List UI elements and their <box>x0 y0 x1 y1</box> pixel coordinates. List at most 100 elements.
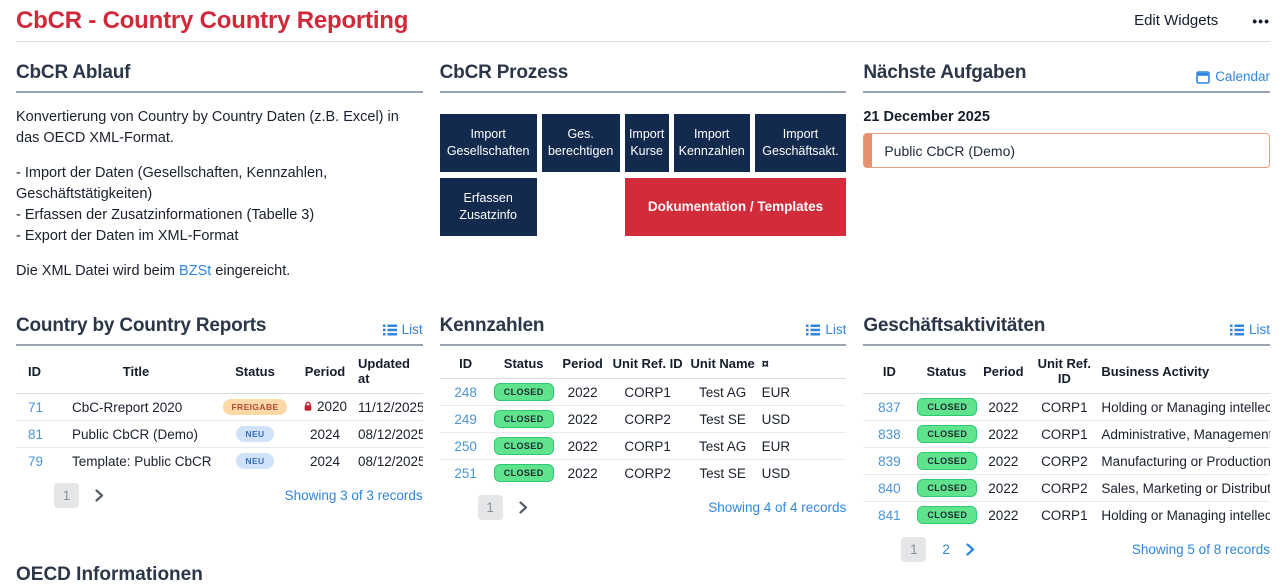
report-id-link[interactable]: 79 <box>28 453 44 469</box>
status-badge: CLOSED <box>493 437 554 455</box>
import-kennzahlen-button[interactable]: Import Kennzahlen <box>673 114 750 172</box>
table-row: 837 CLOSED 2022 CORP1 Holding or Managin… <box>863 393 1270 421</box>
status-badge: CLOSED <box>493 464 554 482</box>
aktivitaeten-table: ID Status Period Unit Ref. ID Business A… <box>863 348 1270 528</box>
table-row: 250 CLOSED 2022 CORP1 Test AG EUR <box>439 432 847 460</box>
table-row: 79 Template: Public CbCR NEU 2024 08/12/… <box>16 448 423 475</box>
table-row: 839 CLOSED 2022 CORP2 Manufacturing or P… <box>863 447 1270 475</box>
col-status: Status <box>491 348 556 379</box>
col-id: ID <box>439 348 492 379</box>
kennzahl-id-link[interactable]: 250 <box>454 438 477 454</box>
status-badge: CLOSED <box>493 383 554 401</box>
kennzahl-id-link[interactable]: 249 <box>454 411 477 427</box>
business-activity: Sales, Marketing or Distribution <box>1099 474 1270 502</box>
records-count: Showing 4 of 4 records <box>708 500 847 515</box>
status-badge: CLOSED <box>917 479 978 497</box>
card-naechste-aufgaben: Nächste Aufgaben Calendar 21 December 20… <box>863 62 1270 315</box>
records-count: Showing 5 of 8 records <box>1131 542 1270 557</box>
next-page-icon[interactable] <box>966 543 975 556</box>
event-color-bar <box>864 134 873 167</box>
erfassen-zusatzinfo-button[interactable]: Erfassen Zusatzinfo <box>439 178 537 236</box>
table-row: 248 CLOSED 2022 CORP1 Test AG EUR <box>439 378 847 406</box>
business-activity: Manufacturing or Production <box>1099 447 1270 475</box>
dokumentation-templates-button[interactable]: Dokumentation / Templates <box>624 178 847 236</box>
col-status: Status <box>216 348 294 394</box>
aktivitaeten-list-link[interactable]: List <box>1229 322 1270 337</box>
reports-table: ID Title Status Period Updated at 71 CbC… <box>16 348 423 474</box>
bzst-link[interactable]: BZSt <box>179 263 212 280</box>
ablauf-bullet-2: - Erfassen der Zusatzinformationen (Tabe… <box>16 207 315 224</box>
business-activity: Administrative, Management or Support <box>1099 420 1270 448</box>
col-id: ID <box>16 348 56 394</box>
col-period: Period <box>294 348 356 394</box>
page-2-button[interactable]: 2 <box>942 542 950 557</box>
col-updated-at: Updated at <box>356 348 423 394</box>
kennzahlen-list-link[interactable]: List <box>806 322 846 337</box>
lock-icon <box>303 400 313 415</box>
more-options-icon[interactable]: ••• <box>1252 12 1270 29</box>
card-cbcr-ablauf: CbCR Ablauf Konvertierung von Country by… <box>16 62 423 315</box>
reports-header-row: ID Title Status Period Updated at <box>16 348 423 394</box>
event-label: Public CbCR (Demo) <box>884 142 1016 159</box>
col-unit-name: Unit Name <box>685 348 760 379</box>
import-kurse-button[interactable]: Import Kurse <box>624 114 669 172</box>
col-title: Title <box>56 348 216 394</box>
card-title-kennzahlen: Kennzahlen <box>439 315 545 336</box>
card-title-prozess: CbCR Prozess <box>439 62 569 83</box>
report-period: 2024 <box>309 453 341 469</box>
aktivitaet-id-link[interactable]: 837 <box>878 399 901 415</box>
report-period: 2024 <box>294 420 356 448</box>
ges-berechtigen-button[interactable]: Ges. berechtigen <box>541 114 620 172</box>
calendar-link[interactable]: Calendar <box>1196 69 1270 84</box>
col-status: Status <box>915 348 978 394</box>
bottom-section-title: OECD Informationen <box>16 564 203 585</box>
business-activity: Holding or Managing intellectual propert… <box>1099 393 1270 421</box>
aktivitaet-id-link[interactable]: 841 <box>878 507 901 523</box>
import-geschaeftsakt-button[interactable]: Import Geschäftsakt. <box>754 114 847 172</box>
edit-widgets-button[interactable]: Edit Widgets <box>1134 12 1219 29</box>
page-1-button[interactable]: 1 <box>477 495 503 520</box>
col-unit-ref-id: Unit Ref. ID <box>1029 348 1100 394</box>
col-currency: ¤ <box>759 348 847 379</box>
report-id-link[interactable]: 81 <box>28 426 44 442</box>
report-title: CbC-Rreport 2020 <box>56 393 216 421</box>
topbar: CbCR - Country Country Reporting Edit Wi… <box>16 0 1270 42</box>
aktivitaet-id-link[interactable]: 839 <box>878 453 901 469</box>
col-period: Period <box>555 348 610 379</box>
reports-list-link[interactable]: List <box>382 322 423 337</box>
col-business-activity: Business Activity <box>1099 348 1270 394</box>
task-event-public-cbcr[interactable]: Public CbCR (Demo) <box>863 133 1270 168</box>
card-kennzahlen: Kennzahlen List ID Status Period Unit Re… <box>439 315 847 562</box>
report-id-link[interactable]: 71 <box>28 399 44 415</box>
aktivitaet-id-link[interactable]: 840 <box>878 480 901 496</box>
next-page-icon[interactable] <box>519 501 528 514</box>
kennzahl-id-link[interactable]: 248 <box>454 384 477 400</box>
page-title: CbCR - Country Country Reporting <box>16 6 409 34</box>
table-row: 251 CLOSED 2022 CORP2 Test SE USD <box>454 464 791 482</box>
status-badge: CLOSED <box>917 506 978 524</box>
card-title-aufgaben: Nächste Aufgaben <box>863 62 1027 83</box>
report-updated: 08/12/2025, <box>358 453 423 469</box>
aktivitaet-id-link[interactable]: 838 <box>878 426 901 442</box>
card-title-ablauf: CbCR Ablauf <box>16 62 131 83</box>
col-id: ID <box>863 348 916 394</box>
import-gesellschaften-button[interactable]: Import Gesellschaften <box>439 114 537 172</box>
kennzahl-id-link[interactable]: 251 <box>454 465 477 481</box>
card-reports: Country by Country Reports List ID Title… <box>16 315 423 562</box>
kennzahlen-header-row: ID Status Period Unit Ref. ID Unit Name … <box>439 348 847 379</box>
table-row: 81 Public CbCR (Demo) NEU 2024 08/12/202… <box>16 420 423 448</box>
kennzahlen-table: ID Status Period Unit Ref. ID Unit Name … <box>439 348 847 486</box>
list-icon <box>1229 324 1244 336</box>
card-title-reports: Country by Country Reports <box>16 315 267 336</box>
report-title: Public CbCR (Demo) <box>56 420 216 448</box>
next-page-icon[interactable] <box>95 489 104 502</box>
card-geschaeftsaktivitaeten: Geschäftsaktivitäten List ID Status Peri… <box>863 315 1270 562</box>
task-date: 21 December 2025 <box>863 109 990 125</box>
page-1-button[interactable]: 1 <box>54 483 79 508</box>
status-badge: NEU <box>236 453 274 470</box>
card-cbcr-prozess: CbCR Prozess Import Gesellschaften Ges. … <box>439 62 847 315</box>
report-updated: 08/12/2025, <box>356 420 423 448</box>
ablauf-bullet-3: - Export der Daten im XML-Format <box>16 228 239 245</box>
status-badge: CLOSED <box>493 410 554 428</box>
page-1-button[interactable]: 1 <box>901 537 927 562</box>
